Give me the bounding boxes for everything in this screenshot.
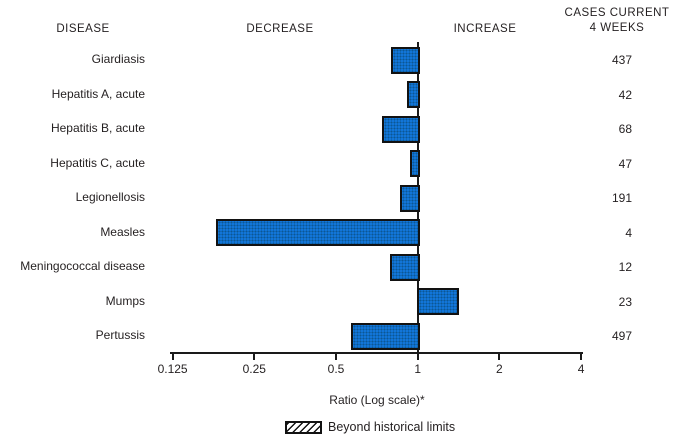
axis-tick-label: 0.25	[242, 362, 266, 376]
disease-label: Hepatitis C, acute	[50, 155, 145, 170]
column-header-cases-line2: 4 WEEKS	[589, 22, 645, 34]
column-header-cases-line1: CASES CURRENT	[564, 7, 670, 19]
axis-tick	[171, 352, 174, 360]
axis-tick-label: 0.125	[157, 362, 188, 376]
disease-label: Legionellosis	[75, 190, 145, 204]
ratio-bar	[382, 115, 420, 143]
disease-label: Giardiasis	[91, 52, 145, 66]
x-axis-title: Ratio (Log scale)*	[329, 393, 425, 407]
axis-tick-label: 1	[414, 362, 422, 376]
case-count: 437	[611, 53, 632, 67]
ratio-bar	[215, 219, 420, 246]
axis-tick-label: 2	[496, 362, 503, 376]
ratio-bar	[399, 184, 420, 212]
axis-tick	[498, 352, 501, 360]
disease-label: Hepatitis A, acute	[51, 86, 145, 101]
case-count: 191	[611, 191, 632, 205]
axis-tick-label: 4	[577, 362, 585, 376]
disease-label: Mumps	[105, 293, 145, 308]
ratio-bar	[391, 46, 420, 74]
ratio-bar	[410, 150, 420, 177]
case-count: 4	[625, 225, 632, 240]
column-header-disease: DISEASE	[56, 23, 110, 35]
case-count: 47	[618, 156, 632, 171]
legend: Beyond historical limits	[285, 419, 455, 435]
disease-label: Hepatitis B, acute	[50, 121, 145, 135]
column-header-cases: CASES CURRENT 4 WEEKS	[558, 6, 676, 36]
axis-tick	[416, 352, 419, 360]
disease-label: Meningococcal disease	[20, 259, 145, 273]
axis-tick	[253, 352, 256, 360]
column-header-increase: INCREASE	[453, 23, 517, 35]
ratio-bar	[406, 81, 420, 108]
case-count: 12	[618, 260, 632, 274]
ratio-bar	[351, 322, 420, 350]
case-count: 68	[618, 122, 632, 136]
disease-label: Measles	[100, 224, 145, 239]
disease-label: Pertussis	[95, 328, 145, 342]
axis-tick-label: 0.5	[327, 362, 345, 376]
hatch-swatch-icon	[285, 420, 322, 434]
x-axis-line	[170, 352, 583, 354]
case-count: 42	[618, 87, 632, 102]
case-count: 23	[618, 294, 632, 309]
ratio-bar	[389, 253, 420, 281]
legend-label: Beyond historical limits	[328, 419, 456, 434]
axis-tick	[580, 352, 583, 360]
case-count: 497	[611, 329, 632, 343]
column-header-decrease: DECREASE	[246, 23, 314, 35]
ratio-bar	[416, 288, 460, 315]
axis-tick	[335, 352, 337, 360]
